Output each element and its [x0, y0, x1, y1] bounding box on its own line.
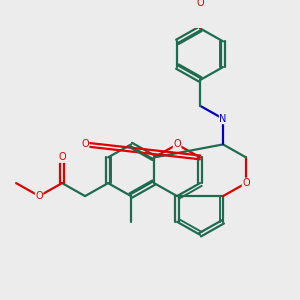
Text: O: O — [81, 140, 89, 149]
Text: O: O — [173, 140, 181, 149]
Text: O: O — [35, 191, 43, 201]
Text: O: O — [58, 152, 66, 162]
Text: N: N — [219, 114, 227, 124]
Text: O: O — [196, 0, 204, 8]
Text: O: O — [242, 178, 250, 188]
